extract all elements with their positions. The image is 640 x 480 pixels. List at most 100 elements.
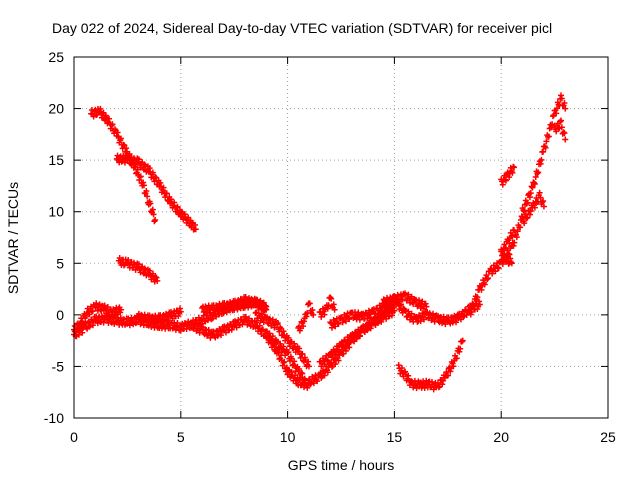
data-point <box>562 105 569 112</box>
data-point <box>137 173 144 180</box>
data-point <box>399 296 406 303</box>
data-point <box>173 204 180 211</box>
data-point <box>356 316 363 323</box>
data-point <box>342 342 349 349</box>
data-point <box>430 310 437 317</box>
data-point <box>135 261 142 268</box>
data-point <box>296 366 303 373</box>
data-point <box>356 332 363 339</box>
data-point <box>506 240 513 247</box>
data-point <box>503 245 510 252</box>
data-point <box>558 92 565 99</box>
data-point <box>538 156 545 163</box>
data-point <box>346 316 353 323</box>
data-series-22 <box>519 92 569 215</box>
data-point <box>321 372 328 379</box>
data-point <box>153 274 160 281</box>
data-point <box>117 306 124 313</box>
data-point <box>540 197 547 204</box>
data-point <box>537 160 544 167</box>
data-point <box>398 364 405 371</box>
data-point <box>534 170 541 177</box>
data-point <box>259 301 266 308</box>
data-point <box>262 302 269 309</box>
data-point <box>314 378 321 385</box>
data-point <box>253 296 260 303</box>
data-point <box>299 370 306 377</box>
data-series-12 <box>316 304 398 370</box>
data-point <box>367 314 374 321</box>
x-tick-label: 25 <box>600 429 616 445</box>
data-point <box>549 113 556 120</box>
data-series-24 <box>551 117 569 143</box>
data-point <box>324 357 331 364</box>
data-point <box>120 262 127 269</box>
data-point <box>474 294 481 301</box>
data-point <box>523 215 530 222</box>
data-point <box>266 330 273 337</box>
data-point <box>453 319 460 326</box>
data-point <box>484 276 491 283</box>
data-point <box>503 253 510 260</box>
data-point <box>256 322 263 329</box>
data-point <box>141 161 148 168</box>
data-point <box>325 302 332 309</box>
data-point <box>435 384 442 391</box>
data-point <box>300 323 307 330</box>
data-point <box>97 105 104 112</box>
data-point <box>531 179 538 186</box>
data-point <box>285 334 292 341</box>
y-tick-label: 10 <box>48 204 64 220</box>
data-point <box>561 99 568 106</box>
data-point <box>291 358 298 365</box>
data-point <box>502 176 509 183</box>
data-point <box>253 319 260 326</box>
data-point <box>405 291 412 298</box>
data-point <box>284 349 291 356</box>
data-series-2 <box>115 254 161 285</box>
data-point <box>280 328 287 335</box>
data-point <box>296 345 303 352</box>
data-point <box>332 351 339 358</box>
data-point <box>444 372 451 379</box>
data-point <box>391 307 398 314</box>
data-point <box>439 381 446 388</box>
x-tick-label: 15 <box>387 429 403 445</box>
x-axis-label: GPS time / hours <box>288 457 395 473</box>
data-point <box>117 135 124 142</box>
data-point <box>517 224 524 231</box>
y-tick-label: 5 <box>56 255 64 271</box>
data-point <box>543 138 550 145</box>
data-series-13 <box>316 294 338 320</box>
data-point <box>328 324 335 331</box>
data-point <box>378 308 385 315</box>
data-point <box>305 363 312 370</box>
data-point <box>423 303 430 310</box>
data-point <box>335 348 342 355</box>
data-point <box>176 305 183 312</box>
data-point <box>537 194 544 201</box>
data-series-5 <box>135 305 184 326</box>
data-point <box>335 357 342 364</box>
data-point <box>101 302 108 309</box>
data-point <box>350 315 357 322</box>
data-point <box>310 311 317 318</box>
data-point <box>150 211 157 218</box>
data-point <box>140 179 147 186</box>
data-point <box>146 165 153 172</box>
data-point <box>144 193 151 200</box>
data-point <box>209 315 216 322</box>
data-point <box>382 302 389 309</box>
data-point <box>526 194 533 201</box>
data-series-16 <box>391 290 430 312</box>
data-point <box>527 190 534 197</box>
data-point <box>181 211 188 218</box>
data-point <box>228 326 235 333</box>
data-point <box>531 180 538 187</box>
data-point <box>532 174 539 180</box>
data-point <box>331 306 338 313</box>
data-point <box>183 325 190 332</box>
data-point <box>408 310 415 317</box>
data-point <box>150 270 157 277</box>
data-point <box>109 121 116 128</box>
